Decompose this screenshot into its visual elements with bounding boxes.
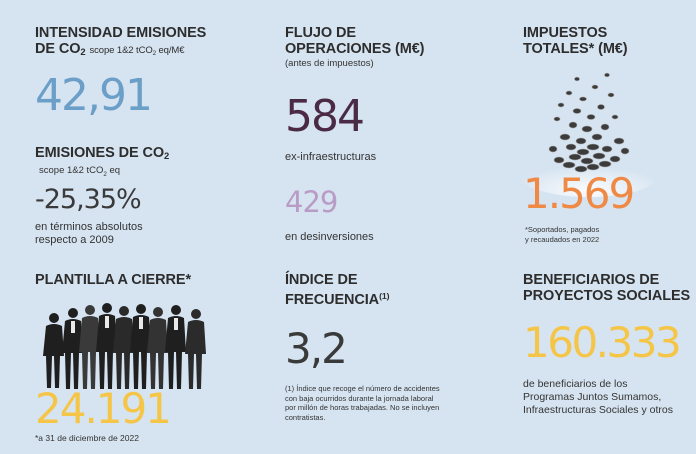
person-7 bbox=[147, 307, 168, 389]
emisiones-label-line2: respecto a 2009 bbox=[35, 233, 114, 246]
intensidad-scope-unit: eq/M€ bbox=[155, 45, 185, 56]
indice-note-line4: contratistas. bbox=[285, 412, 326, 422]
person-3 bbox=[79, 305, 100, 389]
impuestos-value: 1.569 bbox=[523, 169, 635, 218]
plantilla-note: *a 31 de diciembre de 2022 bbox=[35, 433, 139, 443]
indice-value: 3,2 bbox=[285, 324, 348, 373]
emisiones-value: -25,35% bbox=[35, 183, 142, 215]
intensidad-title-co-sub: 2 bbox=[80, 46, 86, 57]
beneficiarios-label-line1: de beneficiarios de los bbox=[523, 378, 628, 390]
coins-pile-image bbox=[519, 72, 659, 197]
indice-note: (1) Índice que recoge el número de accid… bbox=[285, 384, 495, 422]
flujo-label2: en desinversiones bbox=[285, 231, 374, 243]
emisiones-scope-unit: eq bbox=[106, 165, 121, 176]
emisiones-title: EMISIONES DE CO2 bbox=[35, 145, 265, 164]
person-5 bbox=[113, 306, 134, 389]
emisiones-scope-sub: 2 bbox=[103, 170, 107, 178]
beneficiarios-label-line2: Programas Juntos Sumamos, bbox=[523, 391, 662, 403]
indice-note-line3: por millón de horas trabajadas. No se in… bbox=[285, 403, 440, 412]
emisiones-scope-text: scope 1&2 tCO bbox=[39, 165, 104, 176]
beneficiarios-block: BENEFICIARIOS DE PROYECTOS SOCIALES 160.… bbox=[523, 272, 693, 417]
indice-title-line1: ÍNDICE DE bbox=[285, 272, 358, 288]
impuestos-title: IMPUESTOS TOTALES* (M€) bbox=[523, 25, 693, 57]
beneficiarios-value: 160.333 bbox=[523, 318, 682, 367]
impuestos-title-line1: IMPUESTOS bbox=[523, 25, 608, 41]
emisiones-scope: scope 1&2 tCO2 eq bbox=[39, 165, 265, 178]
impuestos-note-line1: *Soportados, pagados bbox=[525, 225, 600, 234]
plantilla-title: PLANTILLA A CIERRE* bbox=[35, 272, 191, 288]
flujo-subtitle: (antes de impuestos) bbox=[285, 58, 374, 69]
indice-title-text: FRECUENCIA bbox=[285, 292, 380, 308]
indice-block: ÍNDICE DE FRECUENCIA(1) 3,2 (1) Índice q… bbox=[285, 272, 495, 422]
impuestos-note-line2: y recaudados en 2022 bbox=[525, 234, 600, 244]
plantilla-value: 24.191 bbox=[35, 384, 172, 433]
flujo-block: FLUJO DE OPERACIONES (M€) (antes de impu… bbox=[285, 25, 495, 244]
emisiones-title-text: EMISIONES DE CO bbox=[35, 145, 165, 161]
beneficiarios-title-line1: BENEFICIARIOS DE bbox=[523, 272, 660, 288]
person-6 bbox=[130, 304, 151, 389]
flujo-title: FLUJO DE OPERACIONES (M€) bbox=[285, 25, 495, 57]
impuestos-block: IMPUESTOS TOTALES* (M€) bbox=[519, 25, 693, 250]
intensidad-title-line1: INTENSIDAD EMISIONES bbox=[35, 25, 207, 41]
emisiones-title-sub: 2 bbox=[164, 150, 170, 161]
impuestos-title-line2: TOTALES* (M€) bbox=[523, 41, 628, 57]
intensidad-block: INTENSIDAD EMISIONES DE CO2 scope 1&2 tC… bbox=[35, 25, 265, 118]
person-2 bbox=[62, 308, 83, 389]
person-1 bbox=[43, 313, 64, 388]
intensidad-scope-text: scope 1&2 tCO bbox=[89, 45, 153, 56]
indice-title-sup: (1) bbox=[379, 291, 390, 301]
emisiones-block: EMISIONES DE CO2 scope 1&2 tCO2 eq -25,3… bbox=[35, 145, 265, 247]
emisiones-label-line1: en términos absolutos bbox=[35, 220, 143, 233]
plantilla-block: PLANTILLA A CIERRE* 24.191 *a 31 de dici… bbox=[35, 272, 275, 447]
impuestos-note: *Soportados, pagados y recaudados en 202… bbox=[525, 225, 599, 244]
flujo-label1: ex-infraestructuras bbox=[285, 151, 377, 163]
indice-title-line2: FRECUENCIA(1) bbox=[285, 288, 495, 308]
intensidad-title: INTENSIDAD EMISIONES DE CO2 scope 1&2 tC… bbox=[35, 25, 265, 62]
indice-title: ÍNDICE DE FRECUENCIA(1) bbox=[285, 272, 495, 308]
intensidad-scope: scope 1&2 tCO2 eq/M€ bbox=[89, 45, 185, 57]
intensidad-scope-sub: 2 bbox=[152, 50, 156, 57]
beneficiarios-label-line3: Infraestructuras Sociales y otros bbox=[523, 404, 673, 416]
beneficiarios-label: de beneficiarios de los Programas Juntos… bbox=[523, 378, 693, 417]
flujo-value1: 584 bbox=[285, 91, 365, 142]
intensidad-title-line2: DE CO2 scope 1&2 tCO2 eq/M€ bbox=[35, 41, 265, 62]
person-8 bbox=[165, 305, 186, 389]
emisiones-label: en términos absolutos respecto a 2009 bbox=[35, 221, 265, 247]
beneficiarios-title: BENEFICIARIOS DE PROYECTOS SOCIALES bbox=[523, 272, 693, 304]
indice-note-line2: con baja ocurridos durante la jornada la… bbox=[285, 393, 434, 403]
indice-note-line1: (1) Índice que recoge el número de accid… bbox=[285, 384, 440, 393]
person-4 bbox=[96, 303, 117, 389]
intensidad-value: 42,91 bbox=[35, 70, 153, 121]
flujo-title-line1: FLUJO DE bbox=[285, 25, 356, 41]
flujo-title-line2: OPERACIONES (M€) bbox=[285, 41, 425, 57]
people-group-image bbox=[43, 303, 206, 389]
beneficiarios-title-line2: PROYECTOS SOCIALES bbox=[523, 288, 691, 304]
intensidad-title-co: DE CO bbox=[35, 41, 81, 57]
flujo-value2: 429 bbox=[285, 185, 338, 219]
person-9 bbox=[185, 309, 206, 389]
